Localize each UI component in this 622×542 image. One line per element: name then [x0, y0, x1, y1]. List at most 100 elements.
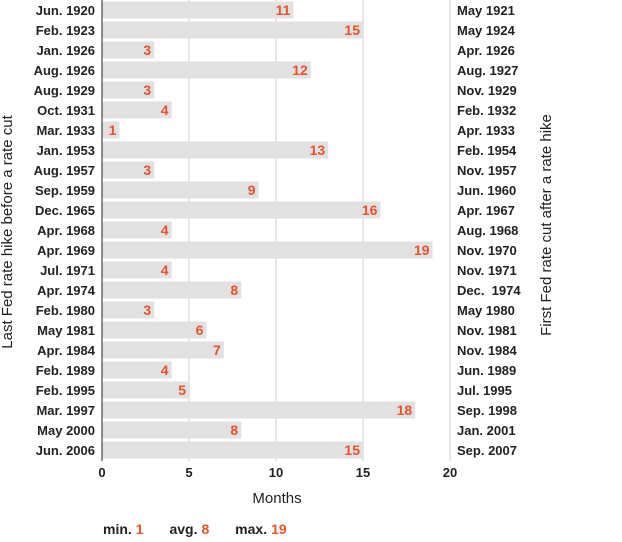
bar-value-label: 13 [310, 142, 326, 158]
category-label-left: Sep. 1959 [35, 183, 95, 198]
category-label-left: Jul. 1971 [40, 263, 95, 278]
x-tick-label: 5 [185, 465, 192, 480]
category-label-right: Jul. 1995 [457, 383, 512, 398]
category-label-right: Feb. 1954 [457, 143, 517, 158]
category-label-right: Jan. 2001 [457, 423, 516, 438]
y-axis-title-right: First Fed rate cut after a rate hike [538, 114, 555, 336]
bar-value-label: 8 [230, 422, 238, 438]
y-axis-title-left: Last Fed rate hike before a rate cut [0, 114, 16, 348]
bar-value-label: 3 [143, 302, 151, 318]
bar-value-label: 4 [161, 102, 169, 118]
bar [102, 221, 172, 239]
bar [102, 201, 381, 219]
bar-value-label: 15 [344, 22, 360, 38]
category-label-right: May 1980 [457, 303, 515, 318]
bar-value-label: 19 [414, 242, 430, 258]
x-tick-label: 0 [98, 465, 105, 480]
bar [102, 241, 433, 259]
bar [102, 161, 155, 179]
bar-value-label: 4 [161, 222, 169, 238]
category-label-right: Nov. 1984 [457, 343, 518, 358]
category-label-right: Apr. 1926 [457, 43, 515, 58]
category-label-left: Jun. 2006 [36, 443, 95, 458]
bar-value-label: 5 [178, 382, 186, 398]
bar-value-label: 9 [248, 182, 256, 198]
bar [102, 101, 172, 119]
bar [102, 181, 259, 199]
bar [102, 421, 242, 439]
summary-stats: min. 1 avg. 8 max. 19 [103, 521, 309, 537]
category-label-right: Jun. 1960 [457, 183, 516, 198]
category-label-left: Feb. 1995 [36, 383, 95, 398]
bar-value-label: 4 [161, 362, 169, 378]
summary-min-value: 1 [135, 521, 144, 537]
category-label-right: Nov. 1970 [457, 243, 517, 258]
bar-value-label: 1 [109, 122, 117, 138]
bar-value-label: 3 [143, 42, 151, 58]
x-axis-title: Months [252, 490, 301, 507]
category-label-left: Mar. 1997 [36, 403, 95, 418]
category-label-right: Nov. 1957 [457, 163, 517, 178]
summary-max-value: 19 [271, 521, 287, 537]
category-label-left: Mar. 1933 [36, 123, 95, 138]
category-label-right: May 1921 [457, 3, 515, 18]
bar [102, 1, 294, 19]
category-label-left: May 1981 [37, 323, 95, 338]
bar [102, 21, 363, 39]
category-label-right: Apr. 1967 [457, 203, 515, 218]
category-label-left: May 2000 [37, 423, 95, 438]
summary-min-label: min. [103, 521, 132, 537]
bar-value-label: 15 [344, 442, 360, 458]
bar [102, 301, 155, 319]
summary-avg: avg. 8 [169, 521, 209, 537]
category-label-left: Feb. 1989 [36, 363, 95, 378]
summary-avg-value: 8 [201, 521, 210, 537]
x-tick-label: 15 [356, 465, 370, 480]
category-label-left: Apr. 1968 [37, 223, 95, 238]
category-label-right: Jun. 1989 [457, 363, 516, 378]
bar-value-label: 3 [143, 82, 151, 98]
bar [102, 81, 155, 99]
category-label-left: Jun. 1920 [36, 3, 95, 18]
category-label-right: Sep. 1998 [457, 403, 517, 418]
bar-value-label: 8 [230, 282, 238, 298]
category-label-left: Jan. 1926 [36, 43, 95, 58]
bar [102, 381, 189, 399]
category-label-right: Nov. 1971 [457, 263, 517, 278]
summary-max-label: max. [235, 521, 268, 537]
bar-value-label: 12 [292, 62, 308, 78]
bar-value-label: 4 [161, 262, 169, 278]
category-label-left: Feb. 1923 [36, 23, 95, 38]
bar [102, 281, 242, 299]
category-label-right: Sep. 2007 [457, 443, 517, 458]
category-label-right: Feb. 1932 [457, 103, 516, 118]
category-label-right: May 1924 [457, 23, 516, 38]
bar [102, 41, 155, 59]
category-label-right: Nov. 1981 [457, 323, 517, 338]
bar-value-label: 7 [213, 342, 221, 358]
category-label-left: Aug. 1957 [34, 163, 95, 178]
bar-value-label: 16 [362, 202, 378, 218]
category-label-left: Apr. 1984 [37, 343, 96, 358]
summary-avg-label: avg. [169, 521, 198, 537]
bar [102, 341, 224, 359]
bar-value-label: 18 [397, 402, 413, 418]
category-label-right: Dec. 1974 [457, 283, 521, 298]
category-label-left: Jan. 1953 [36, 143, 95, 158]
bar [102, 401, 416, 419]
category-label-right: Apr. 1933 [457, 123, 515, 138]
category-label-left: Aug. 1929 [34, 83, 95, 98]
summary-max: max. 19 [235, 521, 287, 537]
category-label-left: Oct. 1931 [37, 103, 95, 118]
bar [102, 441, 363, 459]
bar-value-label: 11 [276, 2, 291, 18]
bar [102, 61, 311, 79]
category-label-left: Apr. 1974 [37, 283, 96, 298]
summary-min: min. 1 [103, 521, 144, 537]
category-label-left: Dec. 1965 [35, 203, 95, 218]
bar [102, 261, 172, 279]
bar [102, 321, 207, 339]
x-tick-label: 10 [269, 465, 283, 480]
bar-value-label: 3 [143, 162, 151, 178]
